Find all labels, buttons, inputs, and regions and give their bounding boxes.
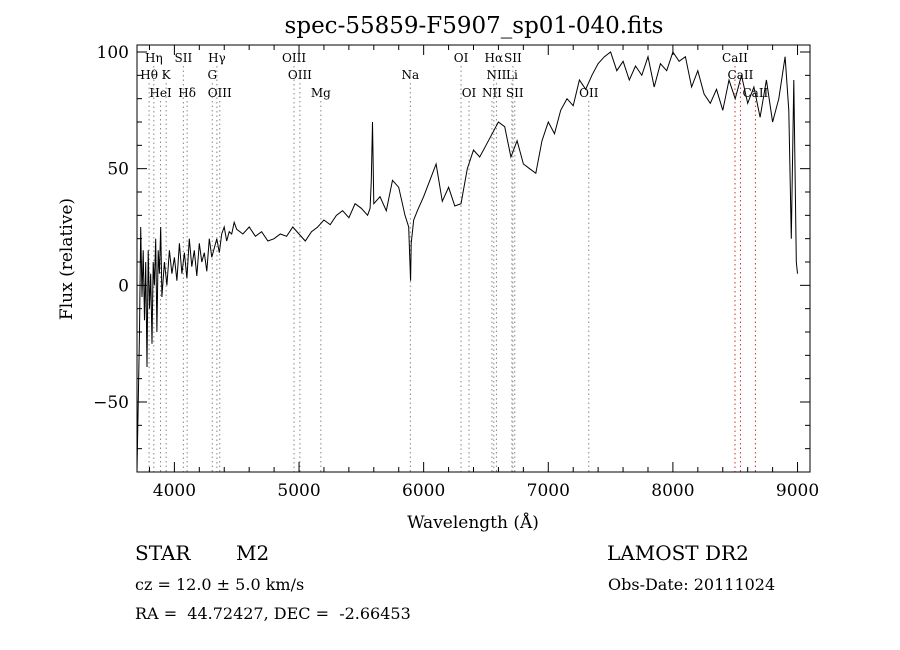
- y-tick-label: −50: [93, 393, 129, 413]
- x-tick-label: 8000: [651, 481, 694, 501]
- x-tick-label: 5000: [277, 481, 320, 501]
- line-marker-label: Hθ: [140, 68, 158, 82]
- line-marker-label: NII: [486, 68, 506, 82]
- plot-frame: [136, 44, 811, 473]
- sky-coordinates: RA = 44.72427, DEC = -2.66453: [135, 604, 411, 623]
- spectrum-line: [136, 50, 798, 473]
- y-axis-label: Flux (relative): [57, 198, 77, 320]
- line-marker-label: HeI: [149, 86, 172, 100]
- line-marker-label: Li: [506, 68, 518, 82]
- y-tick-label: 100: [97, 43, 129, 63]
- survey-name: LAMOST DR2: [607, 541, 749, 565]
- line-marker-label: Hα: [485, 51, 504, 65]
- y-tick-label: 0: [118, 276, 129, 296]
- line-marker-label: Hη: [145, 51, 163, 65]
- line-marker-label: SII: [175, 51, 193, 65]
- line-marker-label: OIII: [208, 86, 232, 100]
- x-tick-labels: 4000 5000 6000 7000 8000 9000: [153, 481, 819, 501]
- y-tick-labels: −50 0 50 100: [93, 43, 129, 413]
- line-marker-label: CaII: [722, 51, 748, 65]
- line-marker-lines: [148, 66, 756, 472]
- line-marker-label: OI: [462, 86, 477, 100]
- line-marker-label: OIII: [282, 51, 306, 65]
- line-marker-label: Mg: [311, 86, 331, 100]
- observation-date: Obs-Date: 20111024: [608, 575, 776, 594]
- x-tick-label: 9000: [776, 481, 819, 501]
- line-marker-label: SII: [504, 51, 522, 65]
- x-tick-label: 7000: [527, 481, 570, 501]
- x-tick-label: 4000: [153, 481, 196, 501]
- object-type: STAR: [135, 541, 191, 565]
- axis-ticks: [137, 45, 810, 473]
- line-marker-label: Na: [401, 68, 419, 82]
- redshift-velocity: cz = 12.0 ± 5.0 km/s: [135, 575, 305, 594]
- line-marker-label: CaII: [728, 68, 754, 82]
- line-marker-label: OII: [579, 86, 599, 100]
- line-marker-label: Hδ: [178, 86, 196, 100]
- chart-title: spec-55859-F5907_sp01-040.fits: [285, 13, 664, 39]
- line-marker-label: G: [207, 68, 217, 82]
- object-subclass: M2: [236, 541, 270, 565]
- line-marker-label: SII: [506, 86, 524, 100]
- line-marker-label: NII: [482, 86, 502, 100]
- line-marker-label: OIII: [288, 68, 312, 82]
- x-tick-label: 6000: [402, 481, 445, 501]
- y-tick-label: 50: [107, 160, 129, 180]
- line-marker-label: K: [162, 68, 172, 82]
- x-axis-label: Wavelength (Å): [407, 512, 539, 533]
- line-marker-label: Hγ: [208, 51, 226, 65]
- line-marker-label: OI: [454, 51, 469, 65]
